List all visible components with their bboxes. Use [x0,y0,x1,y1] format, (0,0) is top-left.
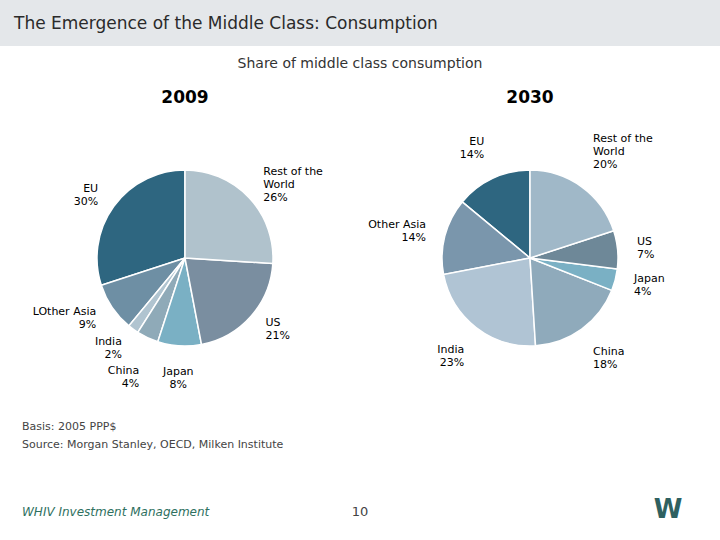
label-line: India [437,343,464,356]
page-number: 10 [352,504,369,519]
label-value: 4% [122,377,139,390]
label-line: EU [83,182,98,195]
slices [97,170,273,346]
label-line: Rest of the [593,132,653,145]
label-category: Japan [633,272,665,285]
label-line: World [263,178,295,191]
data-label: Other Asia14% [368,218,426,244]
pie-title: 2030 [506,87,553,107]
label-category: EU [469,135,484,148]
label-line: Japan [633,272,665,285]
footnote: Basis: 2005 PPP$ [22,420,116,433]
label-line: China [593,345,624,358]
pie-chart: 2009 EU30% LOther Asia9% India2% China4% Japa… [33,87,323,391]
label-line: Rest of the [263,165,323,178]
watermark: W [654,494,683,524]
label-line: China [108,364,139,377]
chart-root: The Emergence of the Middle Class: Consu… [0,0,720,540]
data-label: US7% [637,235,654,261]
footnote: Source: Morgan Stanley, OECD, Milken Ins… [22,438,284,451]
label-value: 18% [593,358,617,371]
label-line: US [637,235,652,248]
label-value: 23% [440,356,464,369]
label-category: Rest of theWorld [263,165,323,191]
label-line: Japan [162,365,194,378]
data-label: EU14% [460,135,484,161]
pie-title: 2009 [161,87,208,107]
label-category: India [437,343,464,356]
data-label: US21% [266,316,290,342]
data-label: China4% [108,364,139,390]
label-line: EU [469,135,484,148]
data-label: Japan8% [162,365,194,391]
label-value: 14% [460,148,484,161]
label-line: World [593,145,625,158]
label-value: 26% [263,191,287,204]
data-label: Rest of theWorld20% [593,132,653,171]
data-label: Rest of theWorld26% [263,165,323,204]
label-value: 8% [170,378,187,391]
pie-slice [444,258,536,346]
label-value: 2% [104,348,121,361]
label-category: India [95,335,122,348]
subtitle: Share of middle class consumption [238,55,483,71]
label-line: Other Asia [368,218,426,231]
label-category: China [593,345,624,358]
data-label: Japan4% [633,272,665,298]
label-value: 21% [266,329,290,342]
pie-slice [185,170,273,264]
label-line: US [266,316,281,329]
label-line: India [95,335,122,348]
data-label: India23% [437,343,464,369]
pie-chart: 2030EU14%Other Asia14%India23%China18%Ja… [368,87,664,371]
label-category: US [266,316,281,329]
label-value: 9% [79,318,96,331]
label-category: Other Asia [368,218,426,231]
label-category: US [637,235,652,248]
slices [442,170,618,346]
data-label: China18% [593,345,624,371]
title-banner [0,0,720,46]
pie-slice [185,258,273,344]
label-value: 20% [593,158,617,171]
data-label: EU30% [74,182,98,208]
pie-slice [530,170,614,258]
label-category: Rest of theWorld [593,132,653,158]
label-value: 14% [402,231,426,244]
label-value: 7% [637,248,654,261]
label-category: Japan [162,365,194,378]
label-value: 30% [74,195,98,208]
title: The Emergence of the Middle Class: Consu… [13,13,438,33]
label-category: China [108,364,139,377]
label-category: EU [83,182,98,195]
data-label: India2% [95,335,122,361]
label-line: LOther Asia [33,305,97,318]
data-label: LOther Asia9% [33,305,97,331]
footer-brand: WHIV Investment Management [22,505,211,519]
label-category: LOther Asia [33,305,97,318]
label-value: 4% [634,285,651,298]
